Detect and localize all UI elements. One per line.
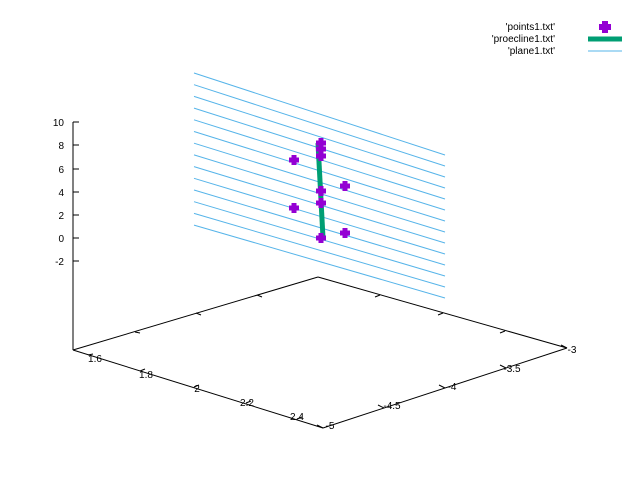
y-tick-label: -4.5 — [383, 401, 401, 412]
data-point — [289, 155, 299, 165]
y-tick-mark — [560, 344, 568, 349]
z-tick-label: 2 — [58, 211, 64, 222]
z-tick-label: 6 — [58, 165, 64, 176]
plane-line — [193, 189, 446, 266]
y-axis-ticks: -5 -4.5 -4 -3.5 -3 — [316, 344, 577, 432]
plane-line — [193, 212, 446, 288]
y-tick-label: -4 — [448, 382, 457, 393]
back-axis-line-left — [72, 276, 319, 351]
back-tick-mark — [437, 312, 444, 316]
z-tick-label: 0 — [58, 234, 64, 245]
y-tick-mark — [377, 404, 385, 409]
back-tick-mark — [134, 331, 141, 334]
data-point — [289, 203, 299, 213]
data-point — [340, 181, 350, 191]
z-axis-ticks: 10 8 6 4 2 0 -2 — [53, 118, 79, 268]
x-tick-mark — [193, 384, 200, 388]
y-tick-mark — [438, 384, 446, 389]
y-tick-mark — [316, 424, 324, 429]
z-tick-label: 10 — [53, 118, 65, 129]
back-tick-mark — [374, 294, 381, 298]
y-tick-label: -5 — [326, 421, 335, 432]
legend: 'points1.txt' 'proecline1.txt' 'plane1.t… — [492, 21, 622, 57]
plane-line — [193, 84, 446, 167]
legend-label: 'points1.txt' — [506, 22, 555, 33]
y-tick-mark — [499, 364, 507, 369]
legend-label: 'proecline1.txt' — [492, 34, 555, 45]
x-tick-label: 2.2 — [240, 398, 254, 409]
x-tick-label: 2 — [194, 384, 200, 395]
back-axis-line-right — [317, 276, 568, 349]
x-tick-label: 2.4 — [290, 412, 304, 423]
x-axis-ticks: 1.6 1.8 2 2.2 2.4 — [87, 353, 304, 423]
data-point — [316, 186, 326, 196]
x-tick-label: 1.8 — [139, 370, 153, 381]
data-point — [316, 233, 326, 243]
y-tick-label: -3.5 — [503, 364, 521, 375]
back-axis-ticks — [134, 294, 506, 334]
data-point — [316, 198, 326, 208]
legend-points-swatch — [599, 21, 611, 33]
z-tick-label: 4 — [58, 188, 64, 199]
data-point — [340, 228, 350, 238]
data-point — [316, 151, 326, 161]
z-tick-label: -2 — [55, 257, 64, 268]
x-axis-line — [72, 349, 324, 429]
x-tick-mark — [139, 368, 146, 372]
x-tick-mark — [87, 353, 94, 356]
back-tick-mark — [195, 312, 202, 316]
back-tick-mark — [256, 294, 263, 298]
y-tick-label: -3 — [568, 345, 577, 356]
x-tick-mark — [296, 416, 303, 420]
x-tick-label: 1.6 — [88, 354, 102, 365]
z-tick-label: 8 — [58, 141, 64, 152]
plane-line — [193, 224, 446, 299]
x-tick-mark — [245, 400, 252, 404]
back-tick-mark — [499, 330, 506, 334]
plane-line — [193, 72, 446, 156]
plane-line — [193, 95, 446, 178]
legend-label: 'plane1.txt' — [508, 46, 555, 57]
points-series — [289, 138, 350, 243]
